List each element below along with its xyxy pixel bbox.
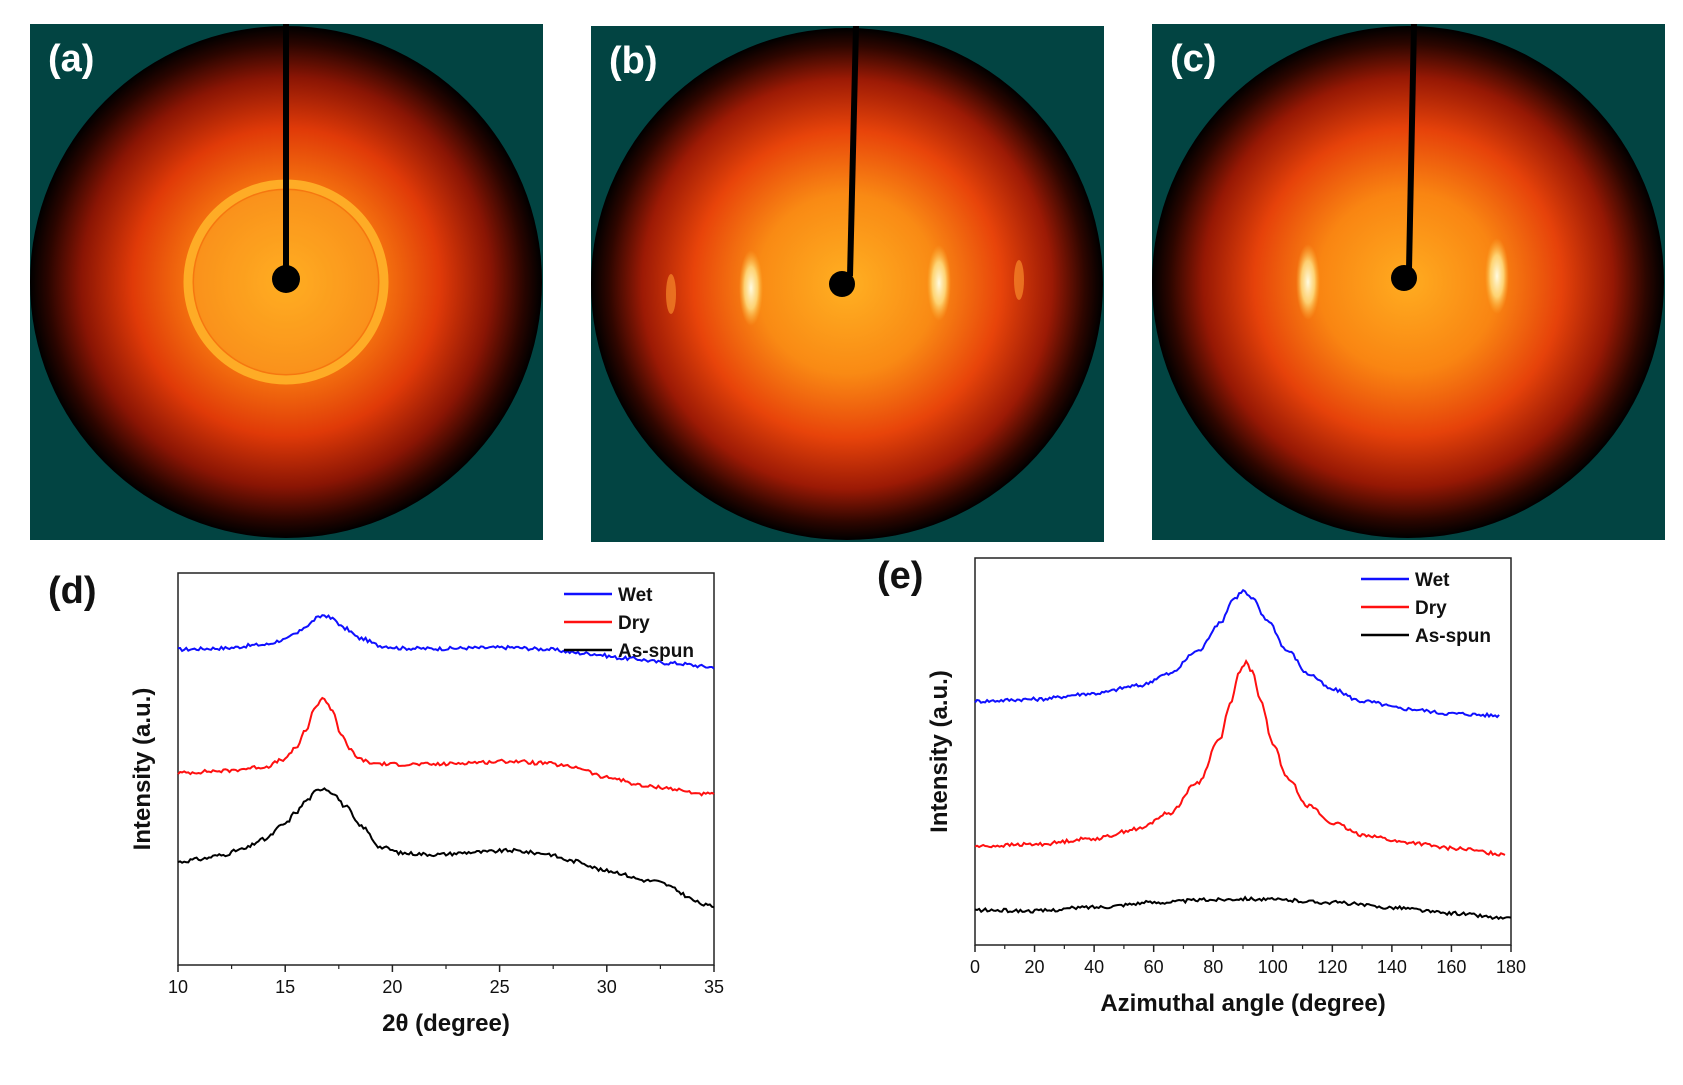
equatorial-arc-left [1296, 244, 1320, 320]
beamstop [1391, 265, 1417, 291]
legend-label: Dry [1415, 598, 1447, 619]
x-tick-label: 0 [970, 957, 980, 977]
diffraction-image-c [1152, 24, 1664, 538]
x-tick-label: 180 [1496, 957, 1526, 977]
x-tick-label: 20 [1025, 957, 1045, 977]
x-tick-label: 40 [1084, 957, 1104, 977]
legend-label: As-spun [1415, 626, 1491, 647]
azimuthal-profile-chart: 0 20 40 60 80 100 120 140 160 180 Wet Dry As-spun A… [926, 557, 1526, 1017]
series-line-wet [974, 588, 1500, 719]
x-tick-label: 35 [704, 977, 724, 997]
x-axis-label: Azimuthal angle (degree) [1100, 990, 1385, 1017]
outer-arc-left [666, 274, 676, 314]
panel-label-b: (b) [609, 40, 658, 82]
x-tick-label: 60 [1144, 957, 1164, 977]
panel-label-c: (c) [1170, 38, 1217, 80]
legend-label: As-spun [618, 641, 694, 662]
legend-label: Dry [618, 613, 650, 634]
legend-label: Wet [1415, 570, 1450, 591]
beamstop-rod [283, 24, 289, 269]
equatorial-arc-right [1485, 238, 1509, 314]
diffraction-pattern-c: (c) [1152, 24, 1665, 540]
x-axis-label: 2θ (degree) [382, 1010, 510, 1037]
panel-label-d: (d) [48, 570, 97, 612]
x-tick-label: 100 [1258, 957, 1288, 977]
x-tick-label: 140 [1377, 957, 1407, 977]
x-tick-label: 25 [490, 977, 510, 997]
beamstop [829, 271, 855, 297]
x-tick-label: 20 [382, 977, 402, 997]
panel-label-a: (a) [48, 38, 95, 80]
equatorial-arc-left [739, 250, 763, 326]
panel-label-e: (e) [877, 555, 924, 597]
beamstop [272, 265, 300, 293]
series-line-as-spun [177, 787, 715, 909]
diffraction-image-a [30, 24, 542, 538]
x-tick-label: 80 [1203, 957, 1223, 977]
y-axis-label: Intensity (a.u.) [129, 688, 156, 851]
x-tick-label: 120 [1317, 957, 1347, 977]
series-line-wet [177, 614, 715, 670]
diffraction-pattern-a: (a) [30, 24, 543, 540]
x-tick-label: 10 [168, 977, 188, 997]
xrd-profile-chart: 10 15 20 25 30 35 Wet Dry As-spun 2θ (degree) I… [129, 572, 724, 1037]
legend-label: Wet [618, 585, 653, 606]
x-tick-label: 30 [597, 977, 617, 997]
y-axis-label: Intensity (a.u.) [926, 670, 953, 833]
x-tick-label: 15 [275, 977, 295, 997]
x-tick-label: 160 [1436, 957, 1466, 977]
series-line-as-spun [974, 895, 1512, 921]
series-line-dry [974, 658, 1506, 857]
beamstop-rod [1406, 24, 1417, 269]
equatorial-arc-right [927, 245, 951, 321]
series-line-dry [177, 696, 715, 797]
beamstop-rod [847, 26, 859, 276]
diffraction-image-b [591, 26, 1103, 540]
outer-arc-right [1014, 260, 1024, 300]
diffraction-pattern-b: (b) [591, 26, 1104, 542]
